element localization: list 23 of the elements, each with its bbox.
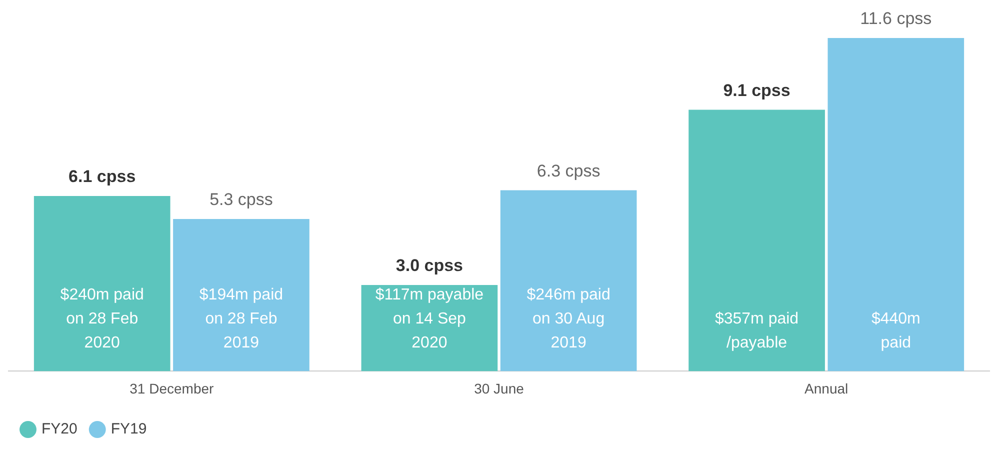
annotation: $440m paid bbox=[871, 310, 920, 352]
data-label: 6.3 cpss bbox=[536, 161, 600, 180]
annotation: $194m paid on 28 Feb 2019 bbox=[199, 286, 284, 352]
annotation: $357m paid /payable bbox=[714, 310, 799, 352]
bar bbox=[34, 196, 170, 372]
bar bbox=[361, 285, 498, 372]
x-tick-label: 31 December bbox=[130, 380, 214, 396]
data-label: 6.1 cpss bbox=[68, 167, 136, 186]
x-tick-label: 30 June bbox=[474, 380, 524, 396]
data-label: 9.1 cpss bbox=[723, 81, 790, 100]
data-label: 11.6 cpss bbox=[860, 9, 932, 28]
bar bbox=[173, 218, 310, 372]
data-label: 5.3 cpss bbox=[210, 190, 273, 210]
annotation: $117m payable on 14 Sep 2020 bbox=[375, 286, 484, 352]
annotation: $240m paid on 28 Feb 2020 bbox=[60, 286, 144, 352]
bar bbox=[500, 190, 637, 372]
annotation: $246m paid on 30 Aug 2019 bbox=[526, 286, 610, 352]
bar bbox=[828, 38, 964, 372]
legend-label: FY20 bbox=[42, 420, 78, 438]
legend-label: FY19 bbox=[110, 420, 147, 438]
x-tick-label: Annual bbox=[804, 380, 848, 396]
data-label: 3.0 cpss bbox=[396, 256, 463, 276]
bar bbox=[688, 110, 825, 372]
